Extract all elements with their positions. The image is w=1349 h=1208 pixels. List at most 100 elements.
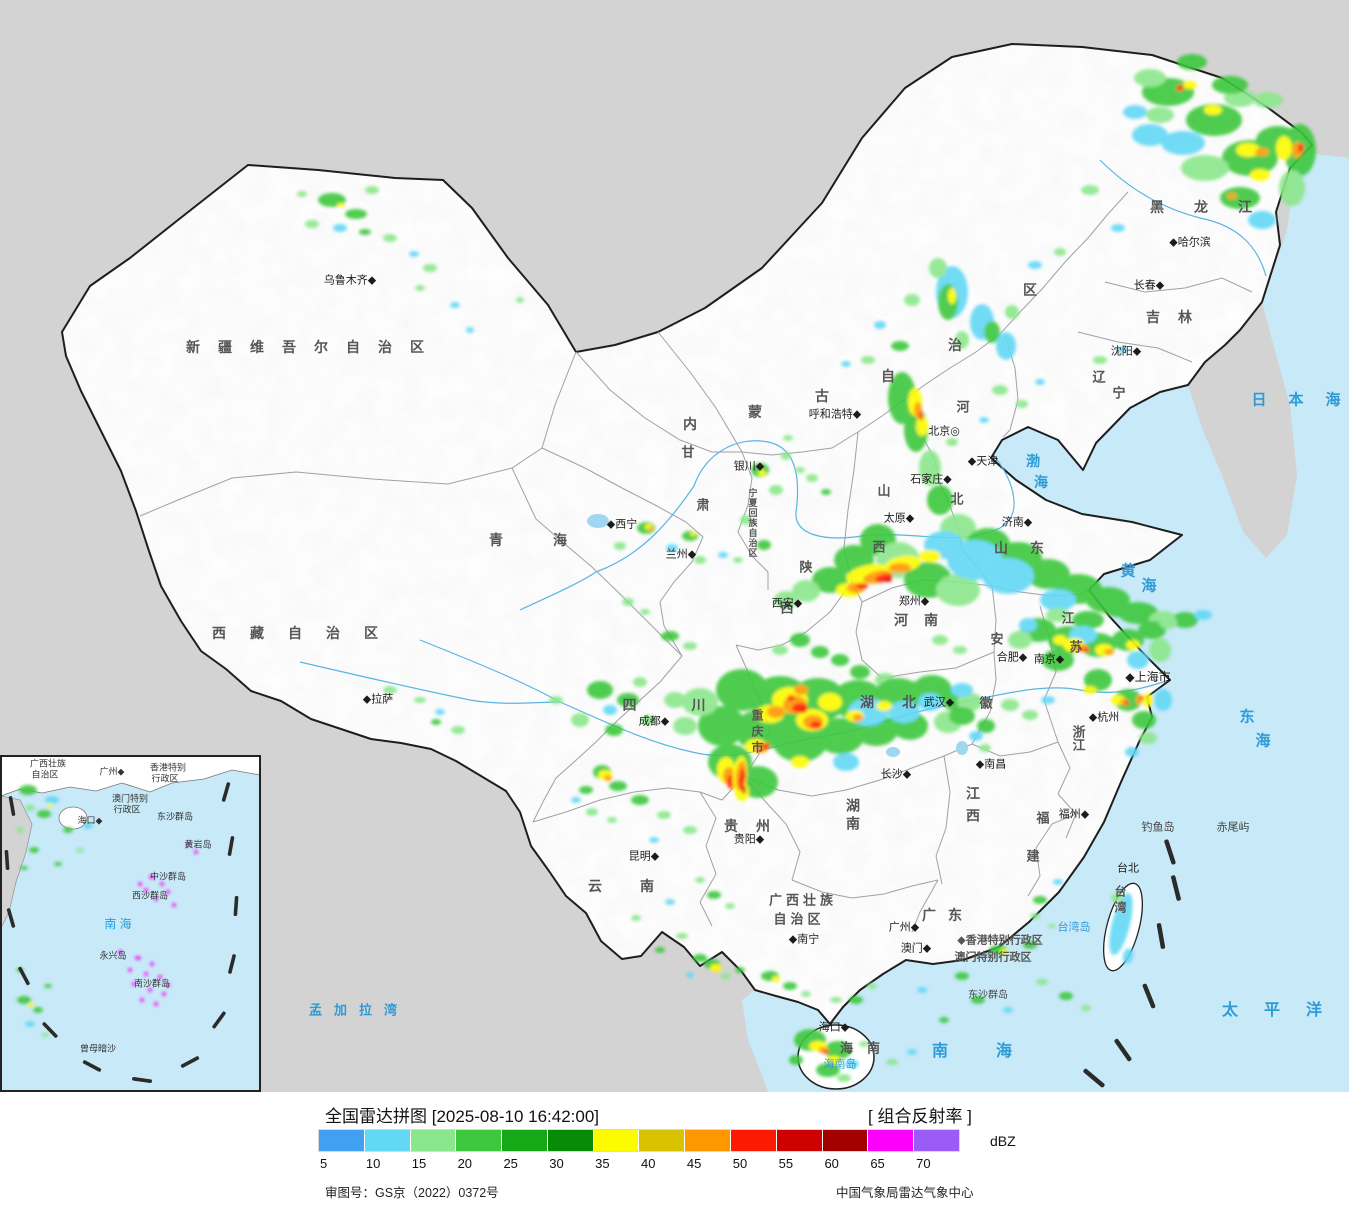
radar-echo (1008, 631, 1032, 649)
legend-title: 全国雷达拼图 [2025-08-10 16:42:00] (325, 1107, 600, 1126)
radar-echo (916, 416, 928, 436)
legend-product-label: [ 组合反射率 ] (868, 1107, 972, 1126)
radar-echo (1139, 732, 1157, 744)
scale-value: 5 (320, 1156, 328, 1171)
radar-echo (955, 331, 969, 349)
radar-echo (409, 251, 419, 257)
radar-echo (1053, 635, 1067, 645)
radar-echo (694, 556, 706, 564)
radar-echo (790, 633, 810, 647)
radar-echo (604, 775, 612, 781)
radar-echo (979, 744, 991, 752)
radar-echo (795, 467, 805, 473)
radar-echo (661, 631, 679, 641)
radar-echo (154, 1002, 158, 1006)
radar-echo (936, 574, 980, 606)
scale-value: 15 (411, 1156, 427, 1171)
radar-echo (1159, 615, 1177, 629)
radar-echo (951, 683, 973, 697)
radar-echo (1042, 649, 1074, 671)
radar-echo (1016, 400, 1028, 408)
radar-echo (946, 438, 958, 446)
radar-echo (1143, 693, 1153, 707)
radar-echo (158, 975, 162, 979)
radar-echo (984, 321, 1000, 343)
radar-echo (1146, 107, 1174, 123)
radar-echo (63, 827, 73, 833)
scale-cell-20 (456, 1130, 503, 1151)
radar-echo (1022, 710, 1038, 720)
radar-echo (845, 1060, 859, 1068)
radar-echo (787, 695, 795, 701)
radar-echo (622, 598, 634, 606)
radar-echo (47, 803, 53, 807)
radar-echo (297, 191, 307, 197)
radar-echo (516, 297, 524, 303)
radar-echo (816, 718, 864, 754)
radar-echo (774, 591, 798, 609)
scale-value: 35 (595, 1156, 610, 1171)
radar-echo (856, 583, 868, 589)
radar-echo (767, 706, 785, 718)
radar-echo (607, 817, 617, 823)
radar-echo (17, 996, 31, 1004)
scale-value: 55 (778, 1156, 794, 1171)
radar-echo (1033, 896, 1047, 904)
radar-echo (1019, 618, 1037, 632)
radar-echo (1082, 648, 1090, 652)
radar-echo (41, 1033, 49, 1037)
scale-values: 5 10 15 20 25 30 35 40 45 50 55 60 65 70 (318, 1156, 960, 1171)
radar-echo (603, 705, 617, 715)
radar-echo (919, 411, 923, 421)
radar-echo (1250, 169, 1270, 181)
radar-echo (1125, 747, 1139, 757)
radar-echo (949, 707, 975, 725)
radar-echo (1132, 711, 1156, 729)
radar-echo (649, 527, 653, 531)
radar-echo (587, 681, 613, 699)
radar-echo (25, 1021, 35, 1027)
scale-cell-60 (822, 1130, 869, 1151)
radar-echo (44, 984, 52, 988)
radar-echo (939, 1017, 949, 1023)
radar-echo (614, 542, 626, 550)
radar-echo (861, 356, 875, 364)
radar-echo (383, 234, 397, 242)
radar-echo (841, 361, 851, 367)
radar-echo (666, 544, 678, 552)
radar-echo (884, 578, 892, 582)
scale-value: 25 (503, 1156, 518, 1171)
radar-echo (791, 756, 809, 768)
radar-echo (718, 552, 728, 558)
color-scale (318, 1129, 960, 1152)
radar-echo (1111, 224, 1125, 232)
scale-value: 65 (870, 1156, 885, 1171)
radar-echo (29, 847, 39, 853)
radar-echo (686, 972, 694, 978)
radar-echo (166, 983, 170, 987)
radar-echo (154, 897, 158, 901)
radar-echo (816, 1063, 840, 1077)
radar-echo (758, 470, 766, 476)
radar-echo (811, 646, 829, 658)
radar-echo (333, 224, 347, 232)
scale-value: 60 (824, 1156, 839, 1171)
radar-echo (1072, 611, 1104, 629)
radar-echo (631, 915, 641, 921)
radar-echo (76, 848, 84, 852)
radar-echo (1104, 603, 1132, 617)
radar-echo (810, 721, 822, 729)
radar-echo (683, 826, 697, 834)
radar-echo (549, 696, 563, 704)
radar-echo (867, 983, 877, 989)
radar-echo (1298, 143, 1304, 153)
radar-echo (1176, 85, 1184, 91)
radar-echo (1035, 379, 1045, 385)
radar-echo (571, 713, 589, 727)
radar-echo (1255, 148, 1269, 156)
radar-echo (1104, 649, 1114, 655)
radar-echo (982, 558, 1034, 594)
radar-echo (957, 693, 983, 711)
scale-value: 70 (916, 1156, 931, 1171)
